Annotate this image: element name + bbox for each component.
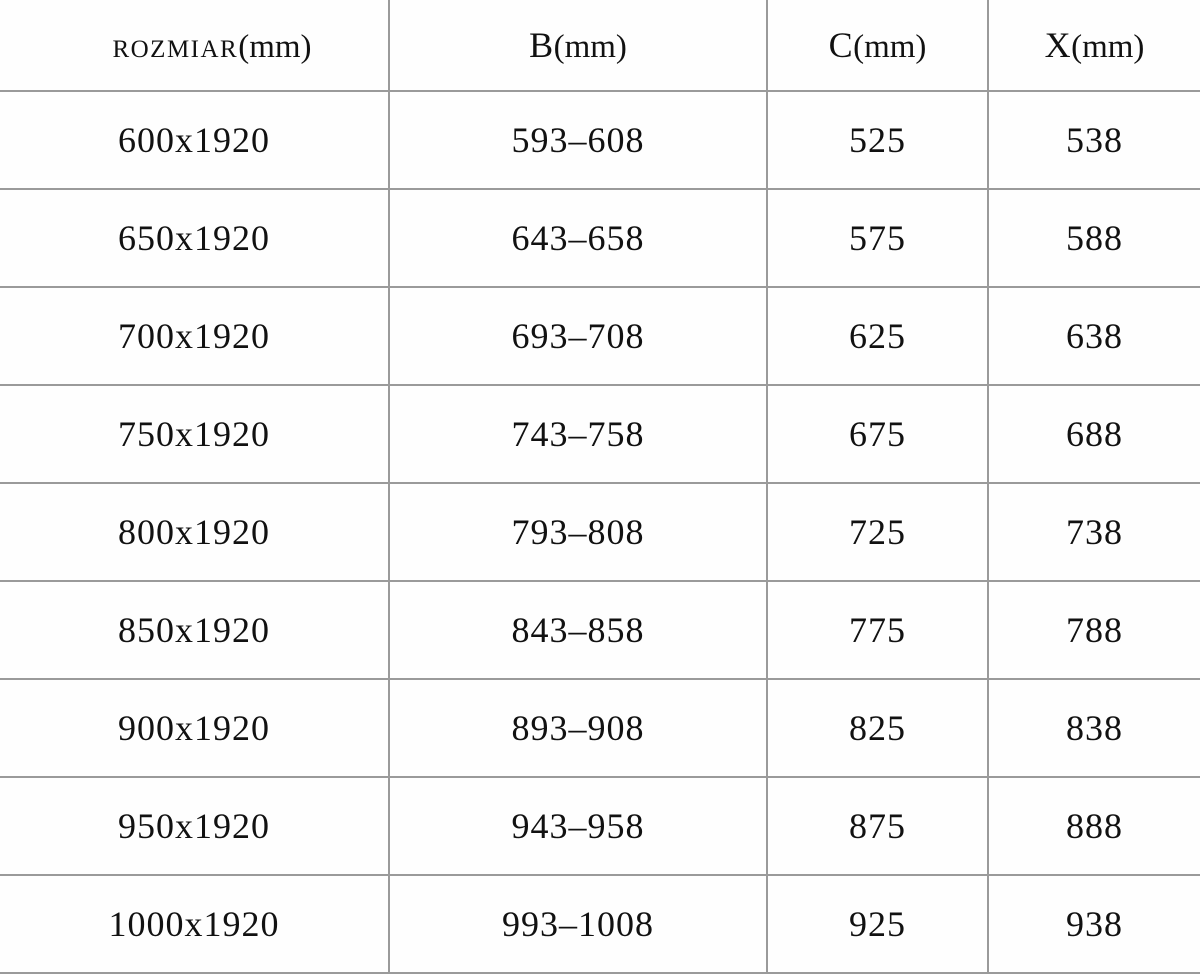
table-row: 650x1920 643–658 575 588	[0, 189, 1200, 288]
cell-size: 800x1920	[0, 483, 390, 582]
cell-size: 1000x1920	[0, 875, 390, 974]
table-row: 800x1920 793–808 725 738	[0, 483, 1200, 582]
cell-x-value: 788	[988, 581, 1200, 680]
cell-x-value: 938	[988, 875, 1200, 974]
cell-b-value: 843–858	[389, 581, 768, 680]
cell-b-value: 793–808	[389, 483, 768, 582]
cell-x-value: 588	[988, 189, 1200, 288]
cell-b-value: 643–658	[389, 189, 768, 288]
cell-size: 750x1920	[0, 385, 390, 484]
cell-c-value: 575	[767, 189, 989, 288]
column-header-c-label: C	[828, 25, 854, 65]
cell-c-value: 825	[767, 679, 989, 778]
cell-size: 700x1920	[0, 287, 390, 386]
column-header-x-unit: (mm)	[1071, 29, 1145, 65]
column-header-x-label: X	[1044, 25, 1072, 65]
cell-size: 900x1920	[0, 679, 390, 778]
column-header-b: B(mm)	[389, 0, 768, 92]
table-body: 600x1920 593–608 525 538 650x1920 643–65…	[0, 91, 1200, 974]
cell-c-value: 775	[767, 581, 989, 680]
column-header-c: C(mm)	[767, 0, 989, 92]
table-row: 850x1920 843–858 775 788	[0, 581, 1200, 680]
column-header-c-unit: (mm)	[853, 29, 927, 65]
table-row: 950x1920 943–958 875 888	[0, 777, 1200, 876]
cell-c-value: 725	[767, 483, 989, 582]
table-row: 900x1920 893–908 825 838	[0, 679, 1200, 778]
table-row: 1000x1920 993–1008 925 938	[0, 875, 1200, 974]
cell-size: 950x1920	[0, 777, 390, 876]
cell-b-value: 593–608	[389, 91, 768, 190]
column-header-b-unit: (mm)	[553, 29, 627, 65]
column-header-rozmiar-unit: (mm)	[238, 29, 312, 65]
cell-size: 650x1920	[0, 189, 390, 288]
cell-x-value: 738	[988, 483, 1200, 582]
cell-x-value: 538	[988, 91, 1200, 190]
cell-b-value: 943–958	[389, 777, 768, 876]
table-header: ROZMIAR(mm) B(mm) C(mm) X(mm)	[0, 0, 1200, 92]
column-header-rozmiar: ROZMIAR(mm)	[0, 0, 390, 92]
table-row: 700x1920 693–708 625 638	[0, 287, 1200, 386]
cell-x-value: 638	[988, 287, 1200, 386]
cell-b-value: 893–908	[389, 679, 768, 778]
cell-x-value: 888	[988, 777, 1200, 876]
cell-c-value: 525	[767, 91, 989, 190]
cell-b-value: 693–708	[389, 287, 768, 386]
cell-b-value: 993–1008	[389, 875, 768, 974]
cell-c-value: 675	[767, 385, 989, 484]
cell-c-value: 925	[767, 875, 989, 974]
cell-c-value: 625	[767, 287, 989, 386]
table-header-row: ROZMIAR(mm) B(mm) C(mm) X(mm)	[0, 0, 1200, 92]
cell-size: 600x1920	[0, 91, 390, 190]
table-row: 750x1920 743–758 675 688	[0, 385, 1200, 484]
column-header-b-label: B	[529, 25, 554, 65]
column-header-x: X(mm)	[988, 0, 1200, 92]
table-row: 600x1920 593–608 525 538	[0, 91, 1200, 190]
cell-x-value: 688	[988, 385, 1200, 484]
column-header-rozmiar-label: ROZMIAR	[112, 25, 239, 65]
cell-b-value: 743–758	[389, 385, 768, 484]
cell-c-value: 875	[767, 777, 989, 876]
cell-x-value: 838	[988, 679, 1200, 778]
cell-size: 850x1920	[0, 581, 390, 680]
